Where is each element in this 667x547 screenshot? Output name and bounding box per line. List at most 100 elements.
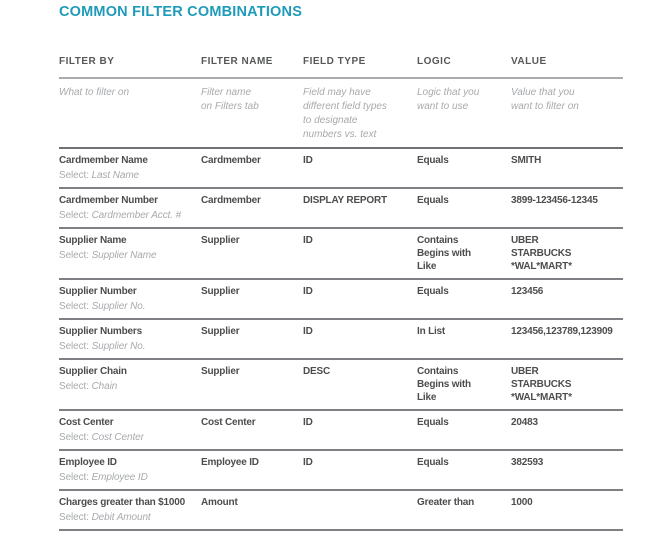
filter-by-cell: Employee ID Select: Employee ID: [59, 450, 201, 491]
select-value: Supplier Name: [91, 250, 157, 261]
filter-combinations-table: FILTER BY FILTER NAME FIELD TYPE LOGIC V…: [59, 56, 623, 531]
field-type-cell: [303, 490, 417, 531]
logic-line: Like: [417, 392, 437, 403]
select-prefix: Select:: [59, 472, 89, 483]
logic-line: Equals: [417, 155, 449, 166]
select-hint: Select: Supplier No.: [59, 300, 193, 313]
value-line: STARBUCKS: [511, 248, 572, 259]
select-value: Cost Center: [91, 432, 144, 443]
select-hint: Select: Employee ID: [59, 471, 193, 484]
filter-name-label: Cardmember: [201, 195, 261, 206]
column-description-line: want to use: [417, 101, 469, 112]
select-prefix: Select:: [59, 250, 89, 261]
value-cell: 20483: [511, 410, 623, 451]
filter-name-label: Employee ID: [201, 457, 259, 468]
field-type-label: ID: [303, 235, 313, 246]
logic-line: Equals: [417, 457, 449, 468]
value-lines: SMITH: [511, 154, 615, 167]
value-line: *WAL*MART*: [511, 392, 572, 403]
logic-cell: Greater than: [417, 490, 511, 531]
filter-name-cell: Cardmember: [201, 188, 303, 229]
select-hint: Select: Cost Center: [59, 431, 193, 444]
column-description-filter-name: Filter name on Filters tab: [201, 78, 303, 149]
column-description-line: to designate: [303, 115, 358, 126]
page-title: COMMON FILTER COMBINATIONS: [59, 4, 303, 20]
select-prefix: Select:: [59, 301, 89, 312]
logic-line: Begins with: [417, 379, 471, 390]
value-line: SMITH: [511, 155, 542, 166]
logic-line: Equals: [417, 195, 449, 206]
filter-name-label: Amount: [201, 497, 238, 508]
filter-by-cell: Cardmember Name Select: Last Name: [59, 148, 201, 189]
table-row: Supplier Name Select: Supplier Name Supp…: [59, 228, 623, 280]
select-hint: Select: Supplier No.: [59, 340, 193, 353]
column-description-line: on Filters tab: [201, 101, 259, 112]
filter-name-label: Cost Center: [201, 417, 256, 428]
filter-name-cell: Supplier: [201, 319, 303, 360]
value-cell: 123456,123789,123909: [511, 319, 623, 360]
logic-lines: Equals: [417, 194, 503, 207]
value-line: 20483: [511, 417, 538, 428]
logic-line: Begins with: [417, 248, 471, 259]
field-type-label: ID: [303, 155, 313, 166]
filter-by-cell: Cardmember Number Select: Cardmember Acc…: [59, 188, 201, 229]
field-type-label: ID: [303, 417, 313, 428]
filter-name-label: Supplier: [201, 286, 240, 297]
filter-name-label: Supplier: [201, 326, 240, 337]
filter-by-label: Cardmember Number: [59, 195, 158, 206]
column-header-logic: LOGIC: [417, 56, 511, 79]
column-description-line: numbers vs. text: [303, 129, 377, 140]
field-type-cell: ID: [303, 450, 417, 491]
filter-by-label: Cardmember Name: [59, 155, 148, 166]
value-lines: 382593: [511, 456, 615, 469]
logic-lines: Equals: [417, 456, 503, 469]
logic-lines: Equals: [417, 285, 503, 298]
value-line: UBER: [511, 366, 539, 377]
filter-by-label: Supplier Chain: [59, 366, 127, 377]
logic-lines: Contains Begins with Like: [417, 365, 503, 404]
table-row: Supplier Number Select: Supplier No. Sup…: [59, 279, 623, 320]
select-prefix: Select:: [59, 170, 89, 181]
logic-line: Equals: [417, 417, 449, 428]
value-cell: 123456: [511, 279, 623, 320]
field-type-label: DESC: [303, 366, 330, 377]
value-line: 123456,123789,123909: [511, 326, 613, 337]
column-description-filter-by: What to filter on: [59, 78, 201, 149]
filter-name-cell: Supplier: [201, 228, 303, 280]
value-lines: 1000: [511, 496, 615, 509]
description-row: What to filter on Filter name on Filters …: [59, 78, 623, 149]
table-row: Supplier Numbers Select: Supplier No. Su…: [59, 319, 623, 360]
header-row: FILTER BY FILTER NAME FIELD TYPE LOGIC V…: [59, 56, 623, 79]
filter-by-cell: Supplier Name Select: Supplier Name: [59, 228, 201, 280]
column-header-field-type: FIELD TYPE: [303, 56, 417, 79]
logic-lines: Greater than: [417, 496, 503, 509]
select-value: Debit Amount: [91, 512, 151, 523]
select-hint: Select: Debit Amount: [59, 511, 193, 524]
filter-by-label: Supplier Name: [59, 235, 127, 246]
column-description-line: Value that you: [511, 87, 575, 98]
column-description-line: Field may have: [303, 87, 371, 98]
table-row: Supplier Chain Select: Chain Supplier DE…: [59, 359, 623, 411]
filter-by-label: Cost Center: [59, 417, 114, 428]
column-description-line: Filter name: [201, 87, 252, 98]
logic-line: Greater than: [417, 497, 475, 508]
value-cell: 382593: [511, 450, 623, 491]
value-line: UBER: [511, 235, 539, 246]
logic-cell: Equals: [417, 450, 511, 491]
field-type-label: ID: [303, 286, 313, 297]
column-description-line: Logic that you: [417, 87, 480, 98]
logic-lines: In List: [417, 325, 503, 338]
column-description-value: Value that you want to filter on: [511, 78, 623, 149]
value-line: 3899-123456-12345: [511, 195, 598, 206]
column-header-filter-name: FILTER NAME: [201, 56, 303, 79]
table-row: Cardmember Number Select: Cardmember Acc…: [59, 188, 623, 229]
select-value: Last Name: [91, 170, 140, 181]
logic-lines: Equals: [417, 154, 503, 167]
column-header-value: VALUE: [511, 56, 623, 79]
select-hint: Select: Cardmember Acct. #: [59, 209, 193, 222]
logic-cell: In List: [417, 319, 511, 360]
value-cell: UBER STARBUCKS *WAL*MART*: [511, 359, 623, 411]
column-description-logic: Logic that you want to use: [417, 78, 511, 149]
field-type-cell: DESC: [303, 359, 417, 411]
